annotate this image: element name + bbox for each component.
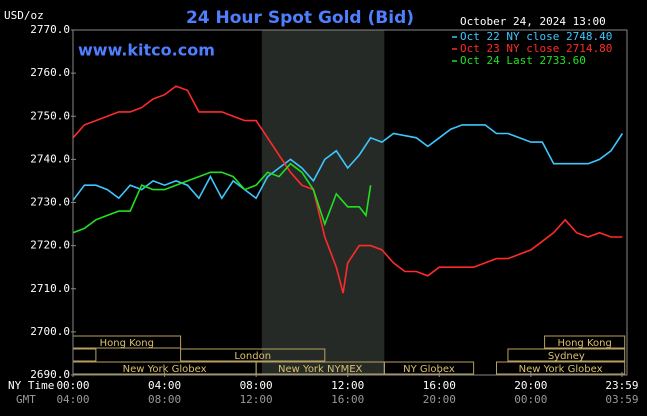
- x-tick-label: 16:00: [423, 379, 456, 392]
- session-bar: [383, 361, 475, 375]
- y-tick-label: 2690.0: [30, 368, 70, 381]
- session-label: Hong Kong: [100, 338, 154, 349]
- x-tick-label: 08:00: [240, 379, 273, 392]
- x2-tick-label: 16:00: [331, 393, 364, 406]
- plot-frame: [72, 29, 628, 376]
- session-bar: [544, 335, 626, 349]
- y-tick-label: 2770.0: [30, 23, 70, 36]
- x-tick-label: 12:00: [331, 379, 364, 392]
- x2-tick-label: 00:00: [514, 393, 547, 406]
- x-tick-label: 04:00: [148, 379, 181, 392]
- y-tick-label: 2730.0: [30, 196, 70, 209]
- legend-label: Oct 24 Last 2733.60: [460, 54, 586, 67]
- watermark: www.kitco.com: [78, 41, 215, 60]
- session-label: Sydney: [548, 351, 585, 362]
- x2-tick-label: 03:59: [605, 393, 638, 406]
- timestamp: October 24, 2024 13:00: [460, 15, 606, 28]
- x2-tick-label: 20:00: [423, 393, 456, 406]
- session-bar: [496, 361, 626, 375]
- session-label: Hong Kong: [557, 338, 611, 349]
- x2-tick-label: 04:00: [56, 393, 89, 406]
- highlight-band: [261, 30, 385, 375]
- series-line: [72, 124, 624, 201]
- legend-label: Oct 22 NY close 2748.40: [460, 30, 612, 43]
- y-tick-label: 2760.0: [30, 66, 70, 79]
- x2-axis-label: GMT: [16, 393, 36, 406]
- x-tick-label: 23:59: [605, 379, 638, 392]
- session-label: London: [234, 351, 271, 362]
- session-bar: [507, 348, 626, 362]
- x2-tick-label: 12:00: [240, 393, 273, 406]
- session-label: New York Globex: [519, 364, 603, 375]
- y-tick-label: 2740.0: [30, 152, 70, 165]
- session-label: NY Globex: [403, 364, 455, 375]
- x-tick-label: 00:00: [56, 379, 89, 392]
- x-axis-label: NY Time: [8, 379, 54, 392]
- y-tick-label: 2700.0: [30, 325, 70, 338]
- session-label: New York NYMEX: [278, 364, 363, 375]
- series-line: [72, 85, 623, 294]
- session-label: New York Globex: [123, 364, 207, 375]
- x-tick-label: 20:00: [514, 379, 547, 392]
- chart-title: 24 Hour Spot Gold (Bid): [186, 8, 414, 28]
- session-bar: [180, 348, 326, 362]
- x2-tick-label: 08:00: [148, 393, 181, 406]
- series-line: [72, 162, 372, 234]
- y-tick-label: 2720.0: [30, 239, 70, 252]
- y-tick-label: 2710.0: [30, 282, 70, 295]
- legend-label: Oct 23 NY close 2714.80: [460, 42, 612, 55]
- y-tick-label: 2750.0: [30, 109, 70, 122]
- y-axis-label: USD/oz: [4, 9, 44, 22]
